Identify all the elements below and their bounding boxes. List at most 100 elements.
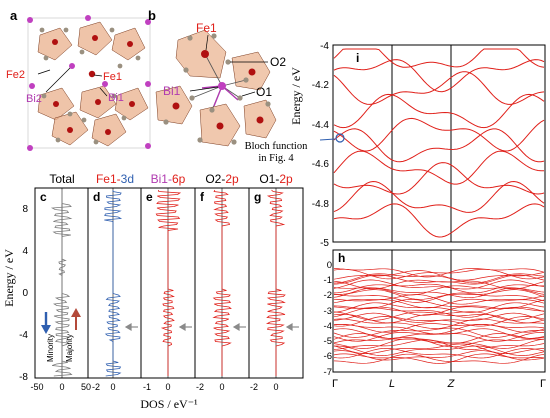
band-line [333,292,545,303]
band-h-ytick-7: -7 [324,367,332,378]
band-line [333,93,545,129]
panel-label-a: a [10,8,18,23]
dos-curve-fe1-3d [104,190,123,377]
label-b-fe1: Fe1 [196,21,217,35]
band-line [333,279,545,290]
panel-label-d: d [93,190,100,204]
dos-ytick-8: 8 [22,204,28,215]
kpoint-gamma-right: Γ [540,378,546,390]
dos-title-bi1-part2: 6p [172,172,186,186]
dos-title-bi1-part1: Bi1- [151,172,172,186]
pointer-a-bi1 [99,87,108,97]
band-line [333,298,545,309]
dos-curve-o1-2p [265,189,286,376]
band-line [333,353,545,364]
dos-title-o2-part1: O2- [205,172,225,186]
panel-h-band-full: 0 -1 -2 -3 -4 -5 -6 -7 h Γ L Z Γ [324,249,546,390]
band-h-ytick-4: -4 [324,321,332,332]
label-b-o2: O2 [270,55,286,69]
dos-title-total: Total [49,172,74,186]
band-h-frame [332,249,546,373]
band-i-ytick-0: -4 [320,41,329,52]
dos-xtick-4: 0 [110,382,115,392]
dos-panels: Energy / eV 8 4 0 -4 -8 Total Fe1-3d Bi1… [2,172,304,411]
band-line [333,347,545,359]
pointer-b-fe1 [205,34,209,51]
band-line [333,162,545,195]
band-line [333,48,545,68]
dos-xtick-2: 50 [81,382,91,392]
band-i-yticks: -4 -4.2 -4.4 -4.6 -4.8 -5 [312,41,330,249]
band-h-ytick-2: -2 [324,290,332,301]
spin-arrow-majority [71,308,81,330]
band-line [333,318,545,329]
dos-curve-bi1-6p [155,189,182,376]
dos-xtick-9: -2 [250,382,258,392]
dos-ytick-0: 0 [22,288,28,299]
kpoint-Z: Z [447,378,456,390]
bloch-annotation-line1: Bloch function [245,141,308,152]
dos-xtick-5: -1 [143,382,151,392]
dos-title-fe1-part2: 3d [121,172,134,186]
band-line [333,59,545,93]
band-h-ytick-6: -6 [324,351,332,362]
band-line [333,314,545,324]
band-line [333,294,545,305]
dos-curve-total [50,190,73,377]
band-h-curves [333,268,545,364]
panel-label-e: e [146,190,153,204]
bloch-annotation-line2: in Fig. 4 [258,153,294,164]
dos-title-o1-part1: O1- [259,172,279,186]
label-b-o1: O1 [256,85,272,99]
band-i-ytick-4: -4.8 [312,199,330,210]
band-line [333,307,545,318]
band-line [333,339,545,350]
band-line [333,71,545,105]
dos-title-o1: O1-2p [259,172,293,186]
pointer-b-bi1 [189,86,219,92]
band-line [333,327,545,338]
dos-title-o1-part2: 2p [279,172,293,186]
band-line [333,287,545,299]
band-h-yticks: 0 -1 -2 -3 -4 -5 -6 -7 [324,260,332,378]
band-line [333,350,545,361]
dos-xtick-6: 0 [165,382,170,392]
dos-title-total-part1: Total [49,172,74,186]
bloch-pointer [319,138,336,141]
pointer-a-fe2 [37,69,51,75]
panel-label-b: b [148,8,156,23]
band-line [333,117,545,152]
band-line [333,337,545,348]
band-h-ytick-3: -3 [324,306,332,317]
dos-xtick-1: 0 [59,382,64,392]
panel-label-i: i [356,51,359,65]
band-i-ytick-3: -4.6 [312,159,330,170]
kpoint-L: L [389,378,395,390]
dos-title-o2: O2-2p [205,172,239,186]
label-a-bi2: Bi2 [26,93,42,105]
band-line [334,289,545,300]
band-line [333,203,545,238]
band-i-ytick-2: -4.4 [312,120,330,131]
dos-xtick-10: 0 [273,382,278,392]
dos-panel-titles: Total Fe1-3d Bi1-6p O2-2p O1-2p [49,172,293,186]
dos-title-o2-part2: 2p [225,172,239,186]
band-line [333,273,545,284]
band-i-frame [332,44,546,243]
label-a-fe1: Fe1 [103,71,122,83]
panel-label-f: f [200,190,205,204]
band-line [333,353,545,364]
band-h-ytick-5: -5 [324,336,332,347]
dos-marker-arrows [124,322,299,332]
minority-label: Minority [46,334,55,362]
dos-xtick-8: 0 [219,382,224,392]
band-line [333,338,545,349]
majority-label: Majority [65,334,74,362]
band-i-ytick-1: -4.2 [312,80,330,91]
dos-ytick-minus8: -8 [19,372,28,383]
band-line [333,345,545,356]
band-i-ytick-5: -5 [320,238,329,249]
dos-ytick-4: 4 [22,246,28,257]
dos-curve-o2-2p [212,189,232,376]
